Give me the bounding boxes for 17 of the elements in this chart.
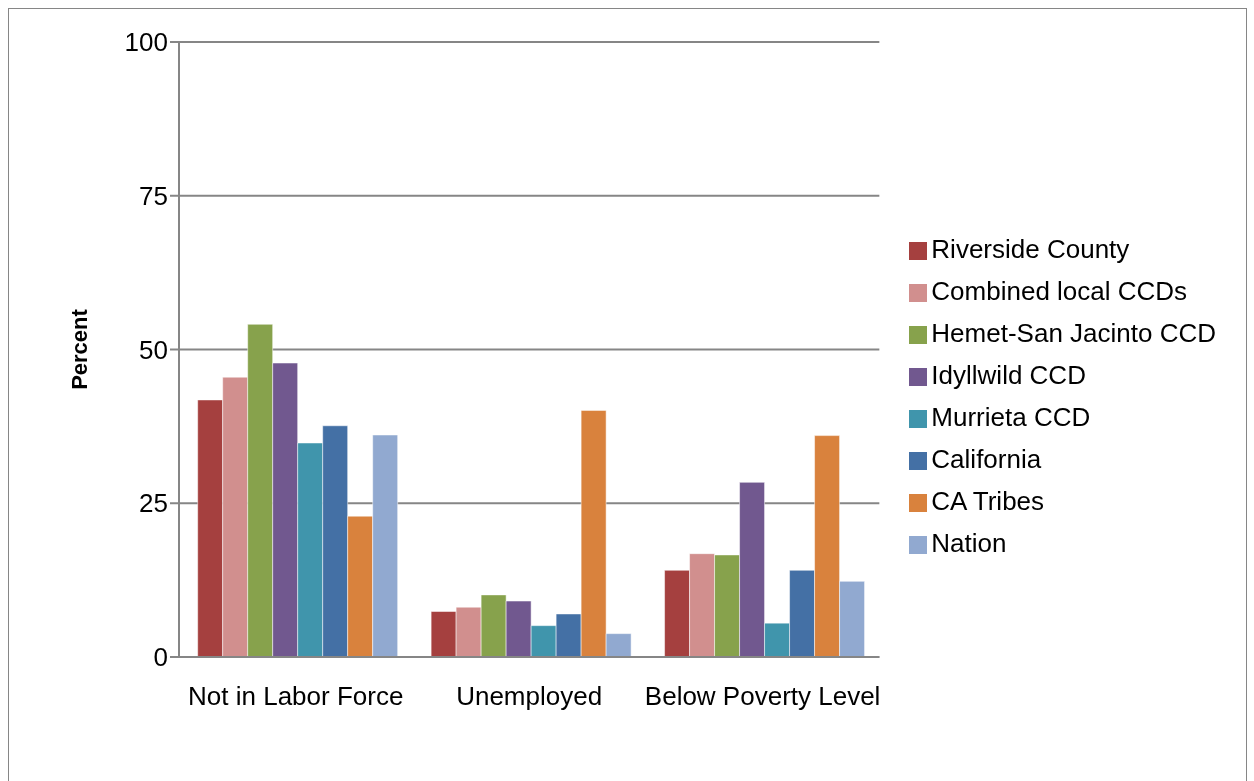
y-tick-label: 50 [139, 334, 168, 365]
y-tick-label: 75 [139, 180, 168, 211]
x-tick-label: Not in Labor Force [188, 681, 404, 712]
legend-label: Hemet-San Jacinto CCD [931, 317, 1216, 348]
legend-label: Murrieta CCD [931, 401, 1091, 432]
legend-label: Nation [931, 527, 1007, 558]
legend-label: Combined local CCDs [931, 275, 1188, 306]
legend-label: California [931, 443, 1042, 474]
y-axis-title: Percent [66, 308, 92, 390]
legend-label: Riverside County [931, 233, 1130, 264]
y-tick-label: 25 [139, 488, 168, 519]
legend-label: Idyllwild CCD [931, 359, 1086, 390]
y-tick-label: 0 [153, 642, 168, 673]
y-tick-label: 100 [124, 27, 168, 58]
x-tick-label: Unemployed [456, 681, 603, 712]
x-tick-label: Below Poverty Level [644, 681, 881, 712]
legend-label: CA Tribes [931, 485, 1045, 516]
